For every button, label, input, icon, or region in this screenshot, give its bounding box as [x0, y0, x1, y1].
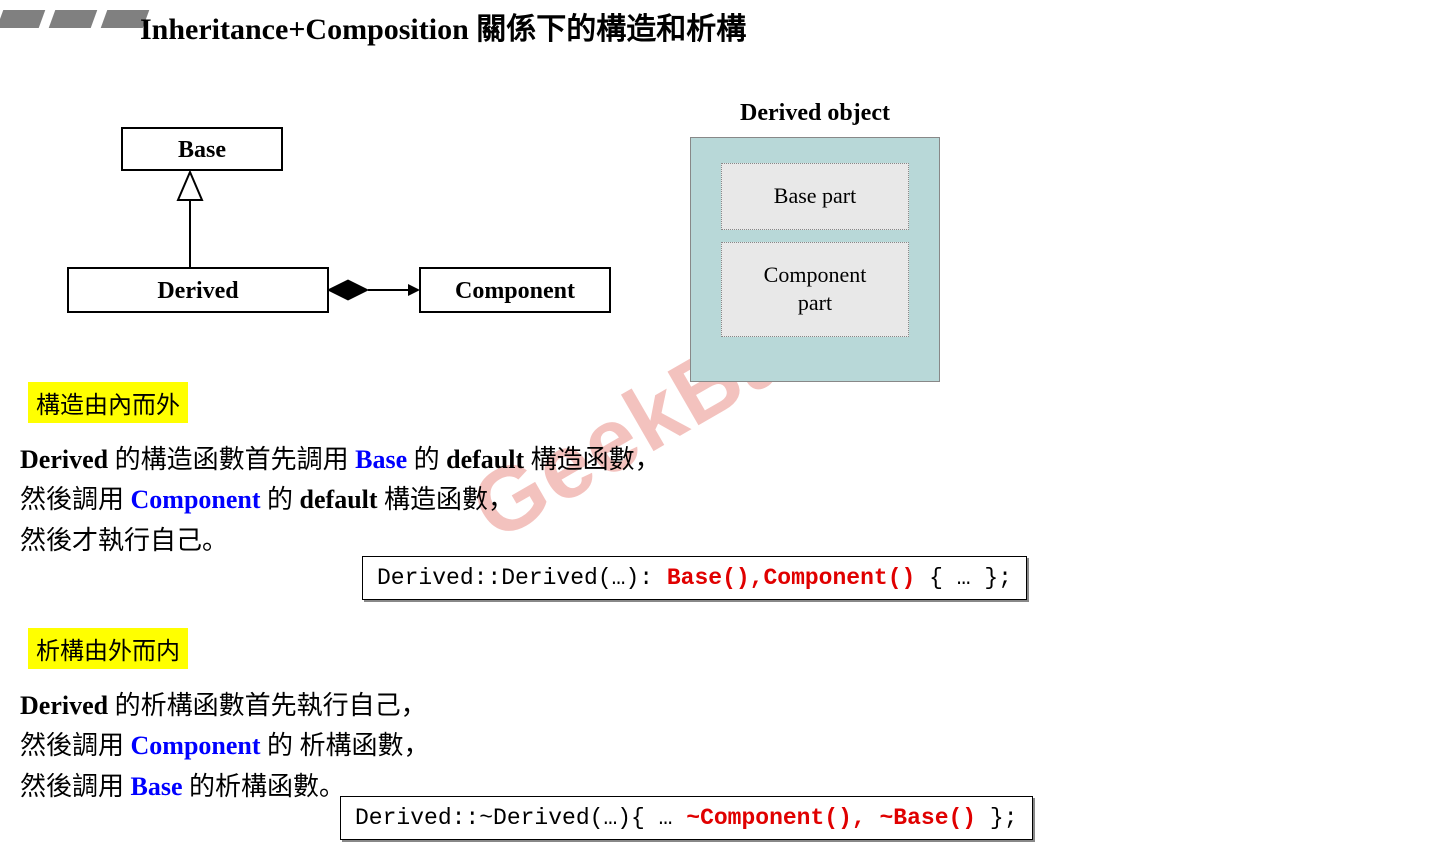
constructor-code: Derived::Derived(…): Base(),Component() …: [362, 556, 1027, 600]
object-title: Derived object: [690, 100, 940, 127]
object-layout-diagram: Derived object Base part Component part: [690, 100, 940, 382]
component-part-box: Component part: [721, 242, 909, 337]
destruct-label: 析構由外而内: [28, 628, 188, 669]
header-decoration: [0, 10, 146, 28]
construct-text: Derived 的構造函數首先調用 Base 的 default 構造函數， 然…: [20, 440, 661, 561]
base-part-box: Base part: [721, 163, 909, 230]
destruct-text: Derived 的析構函數首先執行自己， 然後調用 Component 的 析構…: [20, 686, 430, 807]
uml-diagram: Base Derived Component: [60, 120, 620, 340]
destructor-code: Derived::~Derived(…){ … ~Component(), ~B…: [340, 796, 1033, 840]
svg-text:Component: Component: [455, 278, 575, 304]
slide-title: Inheritance+Composition 關係下的構造和析構: [140, 4, 746, 48]
construct-label: 構造由內而外: [28, 382, 188, 423]
svg-text:Derived: Derived: [157, 278, 239, 304]
svg-text:Base: Base: [178, 137, 226, 163]
object-outer-box: Base part Component part: [690, 137, 940, 382]
